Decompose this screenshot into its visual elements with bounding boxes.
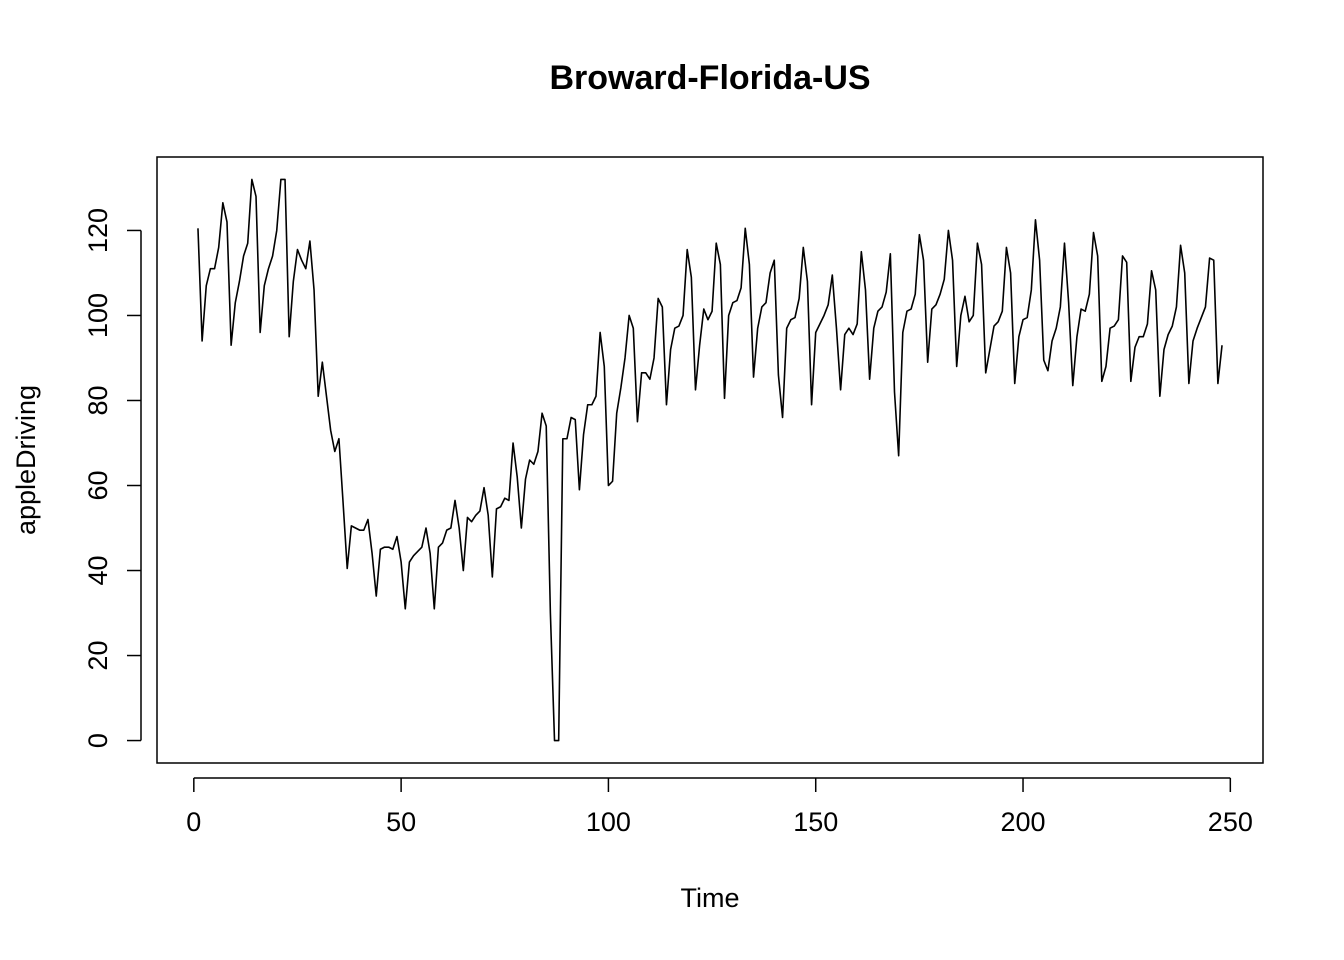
x-axis-label: Time <box>681 883 740 913</box>
x-tick-label: 250 <box>1208 807 1253 837</box>
x-tick-label: 100 <box>586 807 631 837</box>
y-tick-label: 120 <box>83 208 113 253</box>
data-line <box>197 178 1223 742</box>
y-tick-label: 40 <box>83 555 113 585</box>
x-tick-label: 0 <box>186 807 201 837</box>
x-tick-label: 150 <box>793 807 838 837</box>
x-tick-label: 50 <box>386 807 416 837</box>
x-tick-label: 200 <box>1000 807 1045 837</box>
y-tick-label: 100 <box>83 293 113 338</box>
chart-title: Broward-Florida-US <box>549 59 870 97</box>
plot-box <box>156 156 1264 764</box>
y-tick-label: 80 <box>83 385 113 415</box>
y-tick-label: 20 <box>83 641 113 671</box>
y-axis-label: appleDriving <box>11 385 41 535</box>
y-tick-label: 0 <box>83 733 113 748</box>
y-tick-label: 60 <box>83 470 113 500</box>
